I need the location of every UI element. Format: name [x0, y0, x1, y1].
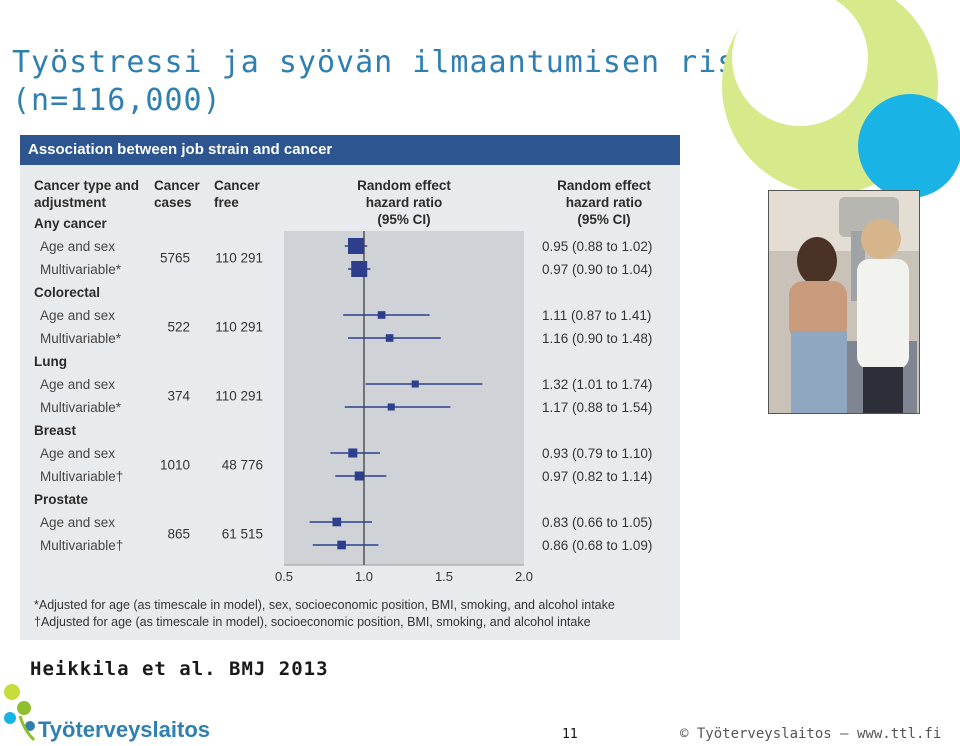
row-label: Age and sex: [40, 515, 115, 530]
hr-marker: [348, 448, 358, 458]
slide-title-line2: (n=116,000): [12, 83, 222, 118]
row-label: Age and sex: [40, 446, 115, 461]
hr-value-label: 1.32 (1.01 to 1.74): [542, 377, 652, 392]
hr-marker: [354, 471, 364, 481]
mammography-photo: [768, 190, 920, 414]
footnote-1: *Adjusted for age (as timescale in model…: [34, 598, 615, 612]
photo-illustration: [769, 191, 919, 413]
slide-title-line1: Työstressi ja syövän ilmaantumisen riski: [12, 45, 775, 80]
row-label: Multivariable*: [40, 262, 122, 277]
row-label: Multivariable*: [40, 400, 122, 415]
col-header-free: Cancer free: [214, 178, 260, 210]
group-label: Prostate: [34, 492, 89, 507]
cases-value: 522: [167, 320, 190, 335]
free-value: 48 776: [222, 458, 263, 473]
group-label: Any cancer: [34, 216, 108, 231]
panel-header: Association between job strain and cance…: [20, 135, 680, 165]
free-value: 61 515: [222, 527, 263, 542]
col-header-cases: Cancer cases: [154, 178, 200, 210]
hr-value-label: 0.86 (0.68 to 1.09): [542, 538, 652, 553]
x-tick-label: 1.5: [435, 569, 453, 584]
footer-text: © Työterveyslaitos – www.ttl.fi: [680, 726, 942, 742]
col-header-hr: Random effect hazard ratio (95% CI): [557, 178, 651, 227]
hr-marker: [385, 334, 394, 342]
hr-marker: [387, 403, 395, 411]
row-label: Multivariable†: [40, 538, 123, 553]
group-label: Lung: [34, 354, 67, 369]
free-value: 110 291: [215, 251, 263, 266]
hr-marker: [351, 261, 368, 277]
page-number: 11: [562, 727, 578, 742]
footnote-2: †Adjusted for age (as timescale in model…: [34, 615, 591, 629]
hr-value-label: 0.97 (0.90 to 1.04): [542, 262, 652, 277]
row-label: Age and sex: [40, 308, 115, 323]
row-label: Age and sex: [40, 377, 115, 392]
logo-text: Työterveyslaitos: [38, 717, 211, 742]
white-circle: [732, 0, 868, 126]
plot-shaded-area: [284, 231, 524, 565]
forest-plot-svg: 0.5 1.0 1.5 2.0 Any cancer Age and sex 0.95 (0…: [34, 216, 652, 584]
cases-value: 865: [167, 527, 190, 542]
hr-marker: [377, 311, 386, 319]
group-label: Colorectal: [34, 285, 100, 300]
row-label: Multivariable†: [40, 469, 123, 484]
free-value: 110 291: [215, 389, 263, 404]
hr-value-label: 1.16 (0.90 to 1.48): [542, 331, 652, 346]
hr-value-label: 0.97 (0.82 to 1.14): [542, 469, 652, 484]
slide-title: Työstressi ja syövän ilmaantumisen riski…: [12, 44, 774, 120]
row-label: Age and sex: [40, 239, 115, 254]
hr-marker: [337, 540, 346, 550]
hr-value-label: 1.11 (0.87 to 1.41): [542, 308, 651, 323]
cases-value: 1010: [160, 458, 190, 473]
x-tick-label: 1.0: [355, 569, 373, 584]
col-header-type: Cancer type and adjustment: [34, 178, 140, 210]
hr-value-label: 1.17 (0.88 to 1.54): [542, 400, 652, 415]
citation: Heikkila et al. BMJ 2013: [30, 658, 329, 680]
cases-value: 374: [167, 389, 190, 404]
hr-value-label: 0.93 (0.79 to 1.10): [542, 446, 652, 461]
col-header-plot: Random effect hazard ratio (95% CI): [357, 178, 451, 227]
forest-plot-panel: Association between job strain and cance…: [20, 135, 680, 640]
free-value: 110 291: [215, 320, 263, 335]
x-tick-label: 0.5: [275, 569, 293, 584]
row-label: Multivariable*: [40, 331, 122, 346]
hr-marker: [332, 517, 342, 527]
cyan-circle: [858, 94, 960, 198]
hr-marker: [348, 238, 364, 254]
hr-marker: [411, 380, 419, 388]
group-label: Breast: [34, 423, 77, 438]
ttl-logo-icon: [4, 684, 36, 742]
hr-value-label: 0.95 (0.88 to 1.02): [542, 239, 652, 254]
decorative-circles: [722, 0, 960, 198]
cases-value: 5765: [160, 251, 190, 266]
hr-value-label: 0.83 (0.66 to 1.05): [542, 515, 652, 530]
x-tick-label: 2.0: [515, 569, 533, 584]
